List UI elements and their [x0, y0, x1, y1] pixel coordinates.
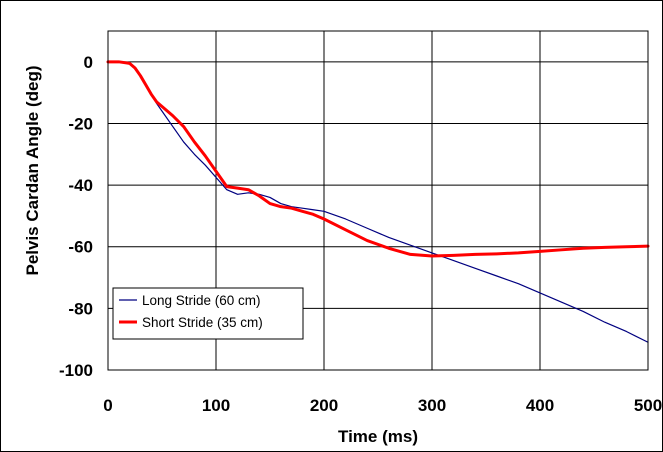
x-tick-label: 100	[202, 396, 230, 415]
y-tick-labels: 0 -20 -40 -60 -80 -100	[59, 53, 93, 380]
x-axis-label: Time (ms)	[338, 427, 418, 446]
y-tick-label: -60	[68, 238, 93, 257]
y-tick-label: -20	[68, 114, 93, 133]
x-tick-label: 200	[310, 396, 338, 415]
x-tick-label: 500	[634, 396, 662, 415]
y-tick-label: -100	[59, 361, 93, 380]
y-tick-label: -40	[68, 176, 93, 195]
legend-box	[112, 287, 304, 340]
y-tick-label: -80	[68, 299, 93, 318]
x-tick-labels: 0 100 200 300 400 500	[103, 396, 662, 415]
plot-area-border	[107, 30, 649, 371]
series-line-short-stride	[106, 60, 650, 258]
x-tick-label: 400	[526, 396, 554, 415]
legend-label-short-stride: Short Stride (35 cm)	[142, 315, 263, 330]
legend-label-long-stride: Long Stride (60 cm)	[142, 293, 261, 308]
y-axis-label: Pelvis Cardan Angle (deg)	[23, 65, 42, 275]
legend: Long Stride (60 cm) Short Stride (35 cm)	[112, 287, 304, 340]
x-tick-label: 300	[418, 396, 446, 415]
series-lines	[106, 60, 650, 343]
y-tick-label: 0	[84, 53, 93, 72]
x-tick-label: 0	[103, 396, 112, 415]
